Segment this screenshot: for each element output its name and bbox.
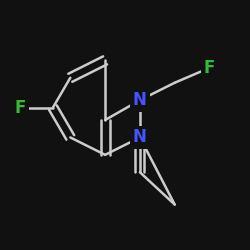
Text: N: N — [133, 91, 147, 109]
Text: F: F — [204, 59, 215, 77]
Text: F: F — [15, 98, 26, 116]
Text: N: N — [133, 128, 147, 146]
